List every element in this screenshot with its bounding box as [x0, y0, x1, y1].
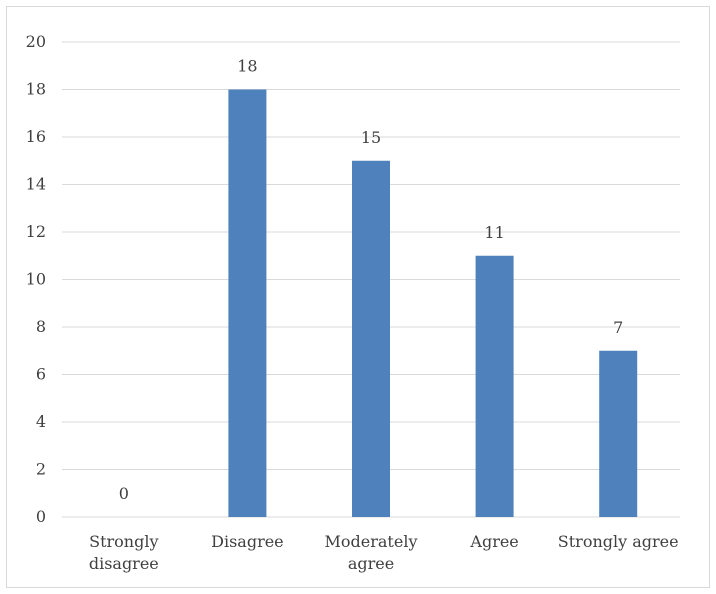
y-tick-label: 10 [26, 270, 46, 289]
x-category-label: agree [348, 554, 394, 573]
bar-value-label: 0 [119, 484, 129, 503]
gridlines [62, 41, 680, 518]
bar-value-label: 18 [237, 57, 257, 76]
y-tick-label: 14 [26, 175, 46, 194]
x-category-label: Moderately [325, 532, 418, 551]
y-tick-label: 18 [26, 80, 46, 99]
x-category-label: disagree [89, 554, 159, 573]
y-tick-label: 16 [26, 127, 46, 146]
bar [228, 89, 267, 517]
x-category-label: Agree [469, 532, 518, 551]
x-category-label: Strongly [89, 532, 158, 551]
bar-value-label: 15 [361, 128, 381, 147]
y-tick-label: 2 [36, 460, 46, 479]
data-labels: 0 18 15 11 7 [119, 57, 624, 504]
bar [352, 160, 390, 517]
x-category-label: Strongly agree [558, 532, 679, 551]
bar [599, 350, 638, 517]
y-tick-label: 4 [36, 412, 46, 431]
y-tick-label: 0 [36, 507, 46, 526]
x-axis-categories: Strongly disagree Disagree Moderately agree A… [89, 532, 679, 573]
y-tick-label: 20 [26, 32, 46, 51]
y-tick-label: 6 [36, 365, 46, 384]
y-tick-label: 12 [26, 222, 46, 241]
bar-value-label: 11 [484, 223, 504, 242]
x-category-label: Disagree [211, 532, 284, 551]
y-tick-label: 8 [36, 317, 46, 336]
bar-value-label: 7 [613, 318, 623, 337]
bar [475, 255, 514, 517]
bars [228, 89, 638, 517]
y-axis-ticks: 0 2 4 6 8 10 12 14 16 18 20 [26, 32, 46, 526]
